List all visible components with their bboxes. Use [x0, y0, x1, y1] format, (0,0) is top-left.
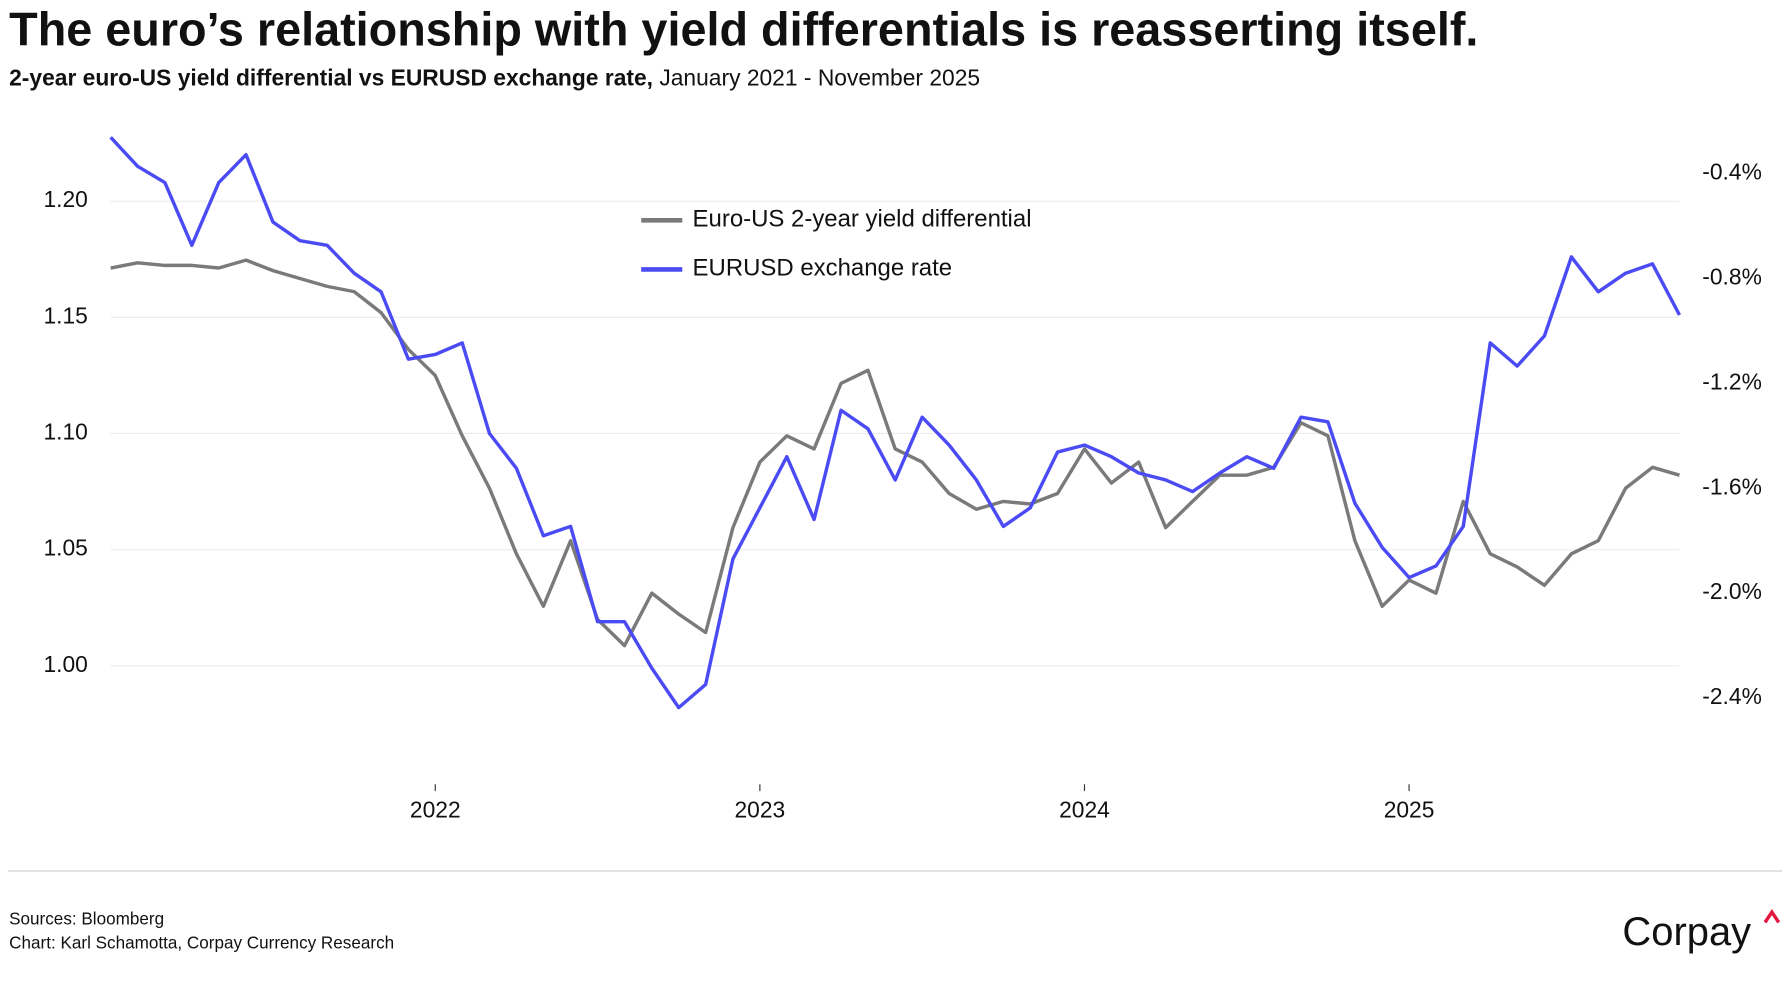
subtitle-period: January 2021 - November 2025 — [659, 65, 980, 91]
y2-tick-label: -2.4% — [1702, 683, 1762, 709]
x-tick-label: 2025 — [1384, 797, 1435, 823]
x-tick-label: 2024 — [1059, 797, 1110, 823]
y2-tick-label: -0.8% — [1702, 264, 1762, 290]
chart-subtitle: 2-year euro-US yield differential vs EUR… — [9, 65, 980, 91]
brand-logo: Corpay — [1622, 910, 1751, 954]
x-tick-label: 2022 — [410, 797, 461, 823]
y-tick-label: 1.05 — [43, 535, 87, 561]
chart-title: The euro’s relationship with yield diffe… — [9, 4, 1478, 56]
series-line — [109, 136, 1681, 710]
x-tick-label: 2023 — [735, 797, 786, 823]
subtitle-main: 2-year euro-US yield differential vs EUR… — [9, 65, 653, 91]
y2-tick-label: -2.0% — [1702, 578, 1762, 604]
y2-tick-label: -1.6% — [1702, 473, 1762, 499]
y-tick-label: 1.20 — [43, 186, 87, 212]
legend-label: Euro-US 2-year yield differential — [693, 206, 1032, 233]
credit: Chart: Karl Schamotta, Corpay Currency R… — [9, 934, 394, 953]
legend-label: EURUSD exchange rate — [693, 255, 953, 282]
y2-tick-label: -0.4% — [1702, 159, 1762, 185]
y-tick-label: 1.10 — [43, 419, 87, 445]
brand-caret — [1763, 909, 1781, 924]
series-line — [110, 258, 1680, 648]
y-tick-label: 1.15 — [43, 302, 87, 328]
y-tick-label: 1.00 — [43, 651, 87, 677]
sources: Sources: Bloomberg — [9, 910, 164, 929]
y2-tick-label: -1.2% — [1702, 368, 1762, 394]
